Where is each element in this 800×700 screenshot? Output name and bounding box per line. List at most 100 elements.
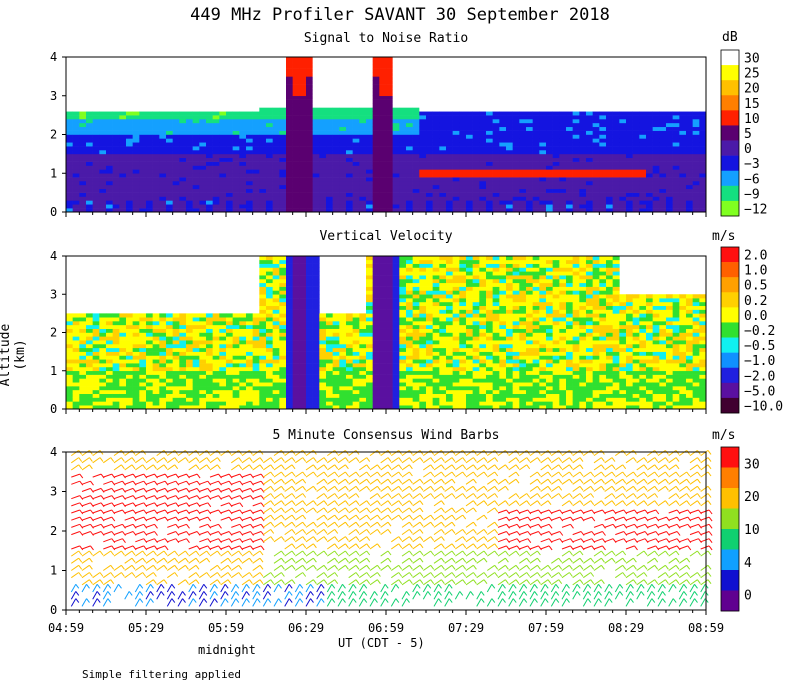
snr-cell bbox=[599, 107, 607, 112]
snr-cell bbox=[672, 91, 680, 97]
snr-cell bbox=[606, 122, 613, 128]
snr-cell bbox=[86, 72, 93, 77]
velocity-cell bbox=[112, 317, 120, 322]
snr-cell bbox=[72, 122, 80, 128]
snr-cell bbox=[386, 76, 393, 81]
snr-cell bbox=[279, 204, 287, 209]
snr-cell bbox=[119, 150, 127, 155]
snr-cell bbox=[366, 204, 373, 209]
snr-cell bbox=[612, 91, 620, 97]
snr-cell bbox=[306, 60, 313, 66]
snr-cell bbox=[419, 208, 427, 213]
velocity-cell bbox=[226, 340, 233, 345]
snr-cell bbox=[499, 95, 507, 100]
snr-cell bbox=[486, 88, 493, 93]
velocity-cell bbox=[266, 298, 273, 303]
snr-cell bbox=[252, 68, 260, 73]
snr-cell bbox=[432, 126, 440, 131]
snr-cell bbox=[339, 157, 347, 162]
snr-cell bbox=[386, 126, 393, 131]
snr-cell bbox=[472, 196, 480, 201]
velocity-cell bbox=[66, 317, 73, 322]
snr-cell bbox=[106, 99, 113, 104]
snr-cell bbox=[199, 111, 207, 116]
velocity-cell bbox=[139, 359, 147, 364]
velocity-cell bbox=[139, 328, 147, 333]
snr-cell bbox=[699, 111, 707, 116]
velocity-cell bbox=[139, 340, 147, 345]
velocity-cell bbox=[126, 355, 133, 360]
velocity-cell bbox=[272, 267, 280, 272]
snr-cell bbox=[679, 60, 687, 66]
velocity-cell bbox=[106, 370, 113, 375]
snr-cell bbox=[312, 188, 320, 193]
snr-cell bbox=[646, 95, 653, 100]
snr-cell bbox=[532, 192, 540, 197]
snr-cell bbox=[139, 169, 147, 174]
velocity-cell bbox=[259, 343, 267, 349]
snr-cell bbox=[199, 99, 207, 104]
snr-cell bbox=[366, 57, 373, 62]
velocity-cell bbox=[286, 366, 293, 372]
snr-cell bbox=[652, 76, 660, 81]
velocity-cell bbox=[332, 389, 340, 395]
snr-cell bbox=[279, 208, 287, 213]
velocity-cell bbox=[192, 382, 200, 387]
snr-cell bbox=[679, 64, 687, 69]
snr-cell bbox=[239, 169, 247, 174]
velocity-cell bbox=[266, 336, 273, 341]
snr-cell bbox=[359, 196, 367, 201]
velocity-cell bbox=[159, 374, 167, 379]
snr-cell bbox=[92, 115, 100, 120]
snr-cell bbox=[332, 161, 340, 166]
snr-cell bbox=[232, 95, 240, 100]
snr-cell bbox=[186, 169, 193, 174]
snr-cell bbox=[566, 177, 573, 182]
snr-cell bbox=[626, 157, 633, 162]
snr-cell bbox=[132, 64, 140, 69]
velocity-cell bbox=[106, 378, 113, 383]
velocity-cell bbox=[326, 347, 333, 352]
snr-cell bbox=[92, 122, 100, 128]
snr-cell bbox=[692, 130, 700, 135]
snr-cell bbox=[679, 173, 687, 178]
snr-cell bbox=[206, 157, 213, 162]
velocity-cell bbox=[306, 328, 313, 333]
velocity-cell bbox=[119, 393, 127, 398]
velocity-cell bbox=[166, 370, 173, 375]
snr-cell bbox=[292, 146, 300, 151]
snr-cell bbox=[166, 208, 173, 213]
snr-cell bbox=[219, 88, 227, 93]
snr-cell bbox=[166, 153, 173, 159]
snr-cell bbox=[212, 119, 220, 124]
snr-cell bbox=[599, 64, 607, 69]
snr-cell bbox=[679, 95, 687, 100]
snr-cell bbox=[639, 146, 647, 151]
snr-cell bbox=[606, 91, 613, 97]
snr-cell bbox=[526, 88, 533, 93]
snr-cell bbox=[512, 181, 520, 186]
snr-cell bbox=[699, 196, 707, 201]
velocity-cell bbox=[186, 324, 193, 329]
snr-cell bbox=[132, 111, 140, 116]
snr-cell bbox=[459, 95, 467, 100]
snr-cell bbox=[432, 88, 440, 93]
snr-cell bbox=[219, 200, 227, 205]
velocity-cell bbox=[112, 393, 120, 398]
snr-cell bbox=[359, 142, 367, 147]
snr-cell bbox=[512, 88, 520, 93]
snr-cell bbox=[186, 76, 193, 81]
snr-cell bbox=[366, 111, 373, 116]
snr-cell bbox=[692, 146, 700, 151]
velocity-cell bbox=[186, 317, 193, 322]
velocity-cell bbox=[266, 370, 273, 375]
snr-cell bbox=[126, 204, 133, 209]
snr-cell bbox=[446, 153, 453, 159]
velocity-cell bbox=[192, 405, 200, 410]
snr-cell bbox=[486, 142, 493, 147]
snr-cell bbox=[439, 161, 447, 166]
snr-cell bbox=[672, 122, 680, 128]
snr-cell bbox=[606, 169, 613, 174]
velocity-cell bbox=[279, 290, 287, 295]
snr-cell bbox=[272, 68, 280, 73]
